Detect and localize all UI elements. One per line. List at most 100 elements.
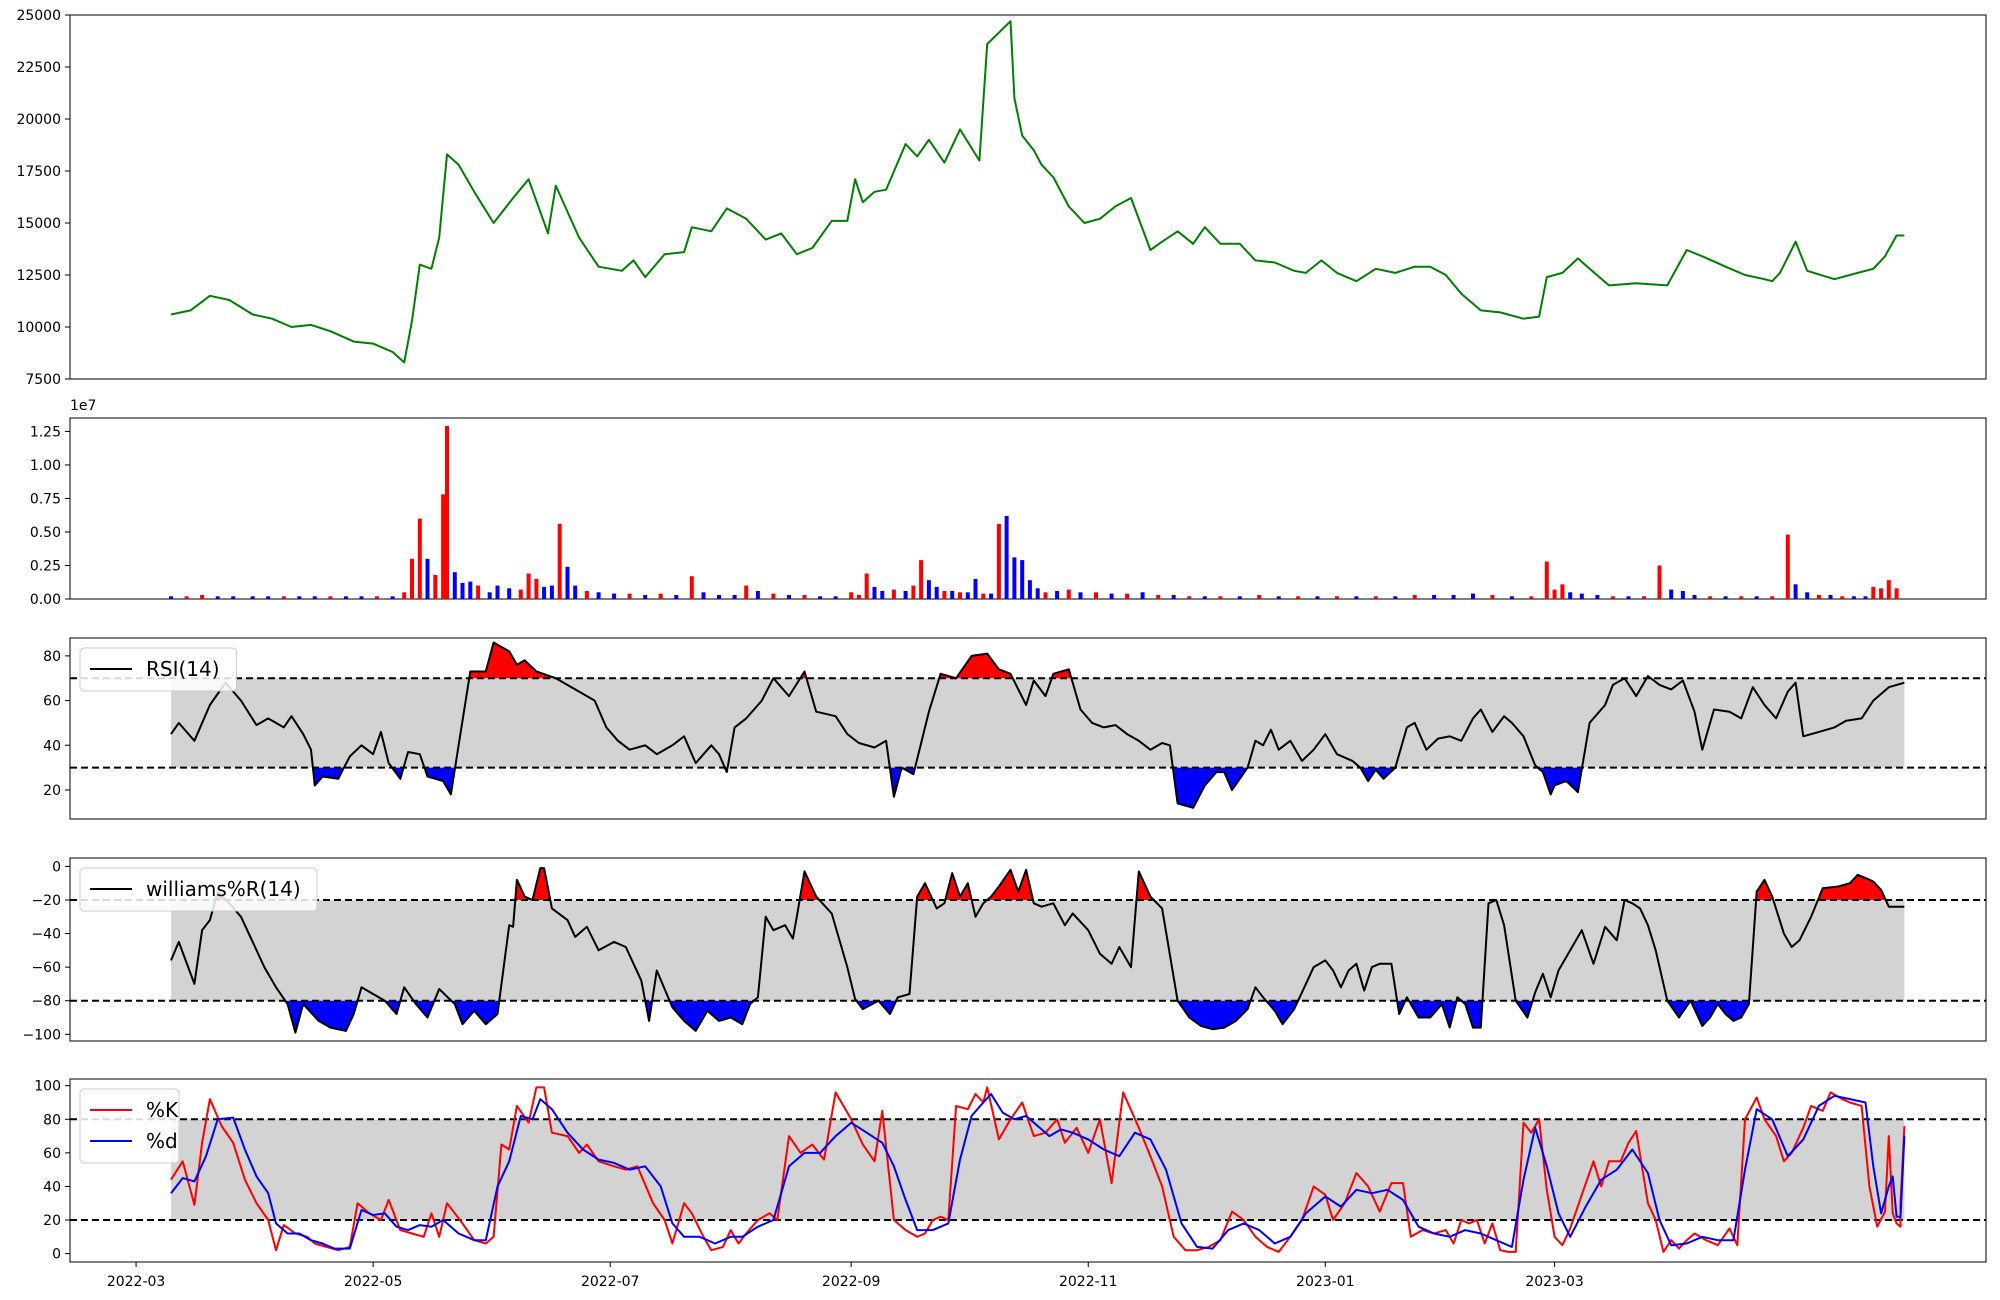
williams-r-oversold-fill [669, 1000, 754, 1031]
volume-bar [1471, 593, 1475, 599]
volume-bar [1708, 596, 1713, 599]
volume-bar [417, 518, 422, 599]
volume-bar [433, 574, 438, 599]
volume-bar [1805, 592, 1810, 599]
volume-bar [452, 572, 457, 599]
volume-bar [390, 596, 395, 599]
volume-bar [231, 596, 236, 599]
volume-bar [1066, 589, 1071, 599]
volume-bar [989, 593, 994, 599]
volume-bar [689, 576, 694, 599]
williams-r-oversold-fill [1690, 1000, 1750, 1026]
volume-bar [1202, 596, 1207, 599]
volume-bar [1770, 596, 1775, 599]
williams-r-oversold-fill [1266, 1000, 1299, 1025]
legend-label: RSI(14) [146, 657, 220, 681]
volume-bar [584, 591, 589, 599]
volume-bar [643, 595, 648, 599]
y-tick-label: 80 [43, 649, 61, 665]
volume-bar [1680, 591, 1685, 599]
volume-bar [1187, 596, 1192, 599]
volume-bar [410, 558, 414, 599]
volume-bar [787, 595, 791, 599]
volume-bar [1043, 592, 1048, 599]
volume-bar [1544, 561, 1549, 599]
volume-bar [1393, 596, 1398, 599]
williams-r-line [170, 867, 1905, 1034]
williams-r-oversold-fill [451, 1000, 500, 1025]
volume-bar [460, 582, 465, 599]
volume-bar [1642, 596, 1646, 599]
volume-bar [1669, 589, 1674, 599]
price-panel: 7500 10000 12500 15000 17500 20000 22500 25000 [16, 8, 1987, 388]
legend-label: %K [146, 1098, 179, 1122]
williams-r-oversold-fill [1667, 1000, 1691, 1018]
volume-bar [1094, 592, 1098, 599]
volume-bar [1863, 596, 1868, 599]
y-tick-label: 15000 [16, 216, 61, 232]
rsi-overbought-fill [1051, 669, 1072, 679]
volume-bar [200, 595, 205, 599]
volume-bar [1055, 591, 1060, 599]
williams-r-oversold-fill [285, 1000, 358, 1033]
y-tick-label: 0 [52, 1247, 61, 1263]
volume-bar [468, 581, 473, 599]
y-tick-label: 0.00 [30, 592, 61, 608]
rsi-overbought-fill [469, 642, 556, 679]
y-tick-label: 60 [43, 1146, 61, 1162]
volume-bar [612, 593, 617, 599]
legend-box [79, 1088, 180, 1164]
y-tick-label: 1.00 [30, 458, 61, 474]
volume-bar [1871, 586, 1876, 599]
volume-bar [658, 593, 663, 599]
legend-label: williams%R(14) [146, 877, 301, 901]
legend-box [79, 647, 237, 692]
volume-bar [872, 586, 877, 599]
rsi-line [170, 641, 1905, 809]
volume-bar [864, 573, 869, 599]
neutral-band [171, 678, 1905, 768]
y-tick-label: 10000 [16, 320, 61, 336]
volume-bar [1004, 515, 1009, 599]
volume-bar [1156, 595, 1161, 599]
volume-bar [1595, 595, 1600, 599]
legend-label: %d [146, 1129, 178, 1153]
stoch-d-line [170, 1093, 1906, 1250]
y-tick-label: 100 [34, 1079, 61, 1095]
rsi-panel: 20 40 60 80 RSI(14) [43, 637, 1987, 820]
williams-r-oversold-fill [878, 1000, 897, 1015]
volume-bar [996, 523, 1001, 599]
y-tick-label: 20000 [16, 112, 61, 128]
volume-bar [549, 585, 554, 599]
volume-bar [958, 592, 962, 599]
volume-bar [596, 592, 601, 599]
williams-r-overbought-fill [515, 879, 533, 900]
axes-frame [69, 14, 1987, 380]
x-tick-label: 2022-11 [1059, 1274, 1118, 1290]
volume-bar [487, 592, 492, 599]
volume-bar [495, 585, 500, 599]
volume-bar [375, 596, 379, 599]
y-tick-label: 20 [43, 783, 61, 799]
volume-bar [1785, 534, 1790, 599]
volume-bar [281, 596, 286, 599]
volume-bar [526, 573, 531, 599]
volume-bar [573, 585, 578, 599]
rsi-oversold-fill [1172, 767, 1248, 808]
volume-bar [1552, 589, 1557, 599]
volume-bar [297, 596, 302, 599]
volume-bar [950, 591, 955, 599]
volume-bar [359, 596, 364, 599]
volume-bar [1490, 595, 1495, 599]
volume-bar [250, 596, 255, 599]
volume-bar [674, 595, 679, 599]
volume-bar [565, 566, 570, 599]
x-tick-label: 2023-01 [1296, 1274, 1355, 1290]
volume-bar [507, 588, 512, 599]
volume-bar [1354, 596, 1359, 599]
volume-bar [1218, 596, 1223, 599]
y-tick-label: 0.50 [30, 525, 61, 541]
y-tick-label: −20 [31, 893, 61, 909]
williams-r-overbought-fill [987, 869, 1034, 900]
